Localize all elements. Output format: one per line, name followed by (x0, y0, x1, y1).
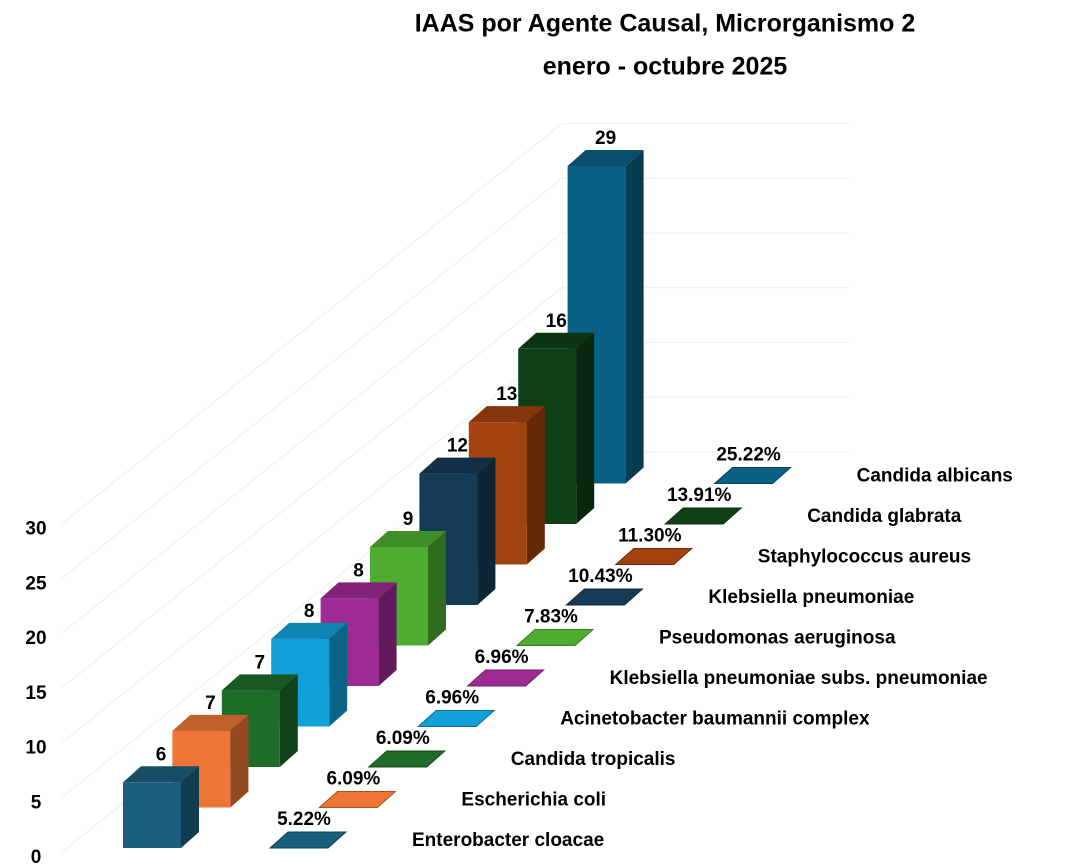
bar-top (518, 332, 595, 349)
share-label: 11.30% (618, 526, 681, 547)
bar (123, 782, 181, 848)
category-label: Klebsiella pneumoniae subs. pneumoniae (610, 668, 988, 689)
grid-line (61, 287, 850, 689)
share-tile (515, 629, 595, 646)
share-label: 6.09% (376, 728, 430, 749)
y-tick-label: 0 (31, 847, 42, 868)
share-tile (663, 507, 743, 525)
category-label: Klebsiella pneumoniae (708, 587, 914, 608)
category-label: Acinetobacter baumannii complex (560, 709, 870, 730)
share-label: 10.43% (568, 566, 633, 587)
share-tile (416, 710, 496, 727)
bar-top (370, 530, 446, 547)
share-tile (713, 467, 792, 484)
share-tile (318, 791, 397, 808)
share-label: 6.09% (326, 769, 380, 790)
grid-line (61, 232, 850, 634)
value-label: 7 (205, 693, 216, 714)
y-tick-label: 10 (25, 738, 46, 759)
share-label: 13.91% (667, 485, 732, 506)
value-label: 29 (595, 128, 616, 149)
value-label: 7 (255, 652, 266, 673)
bar-top (468, 406, 545, 423)
share-tile (367, 750, 447, 768)
bar-side (526, 406, 545, 565)
chart-title: IAAS por Agente Causal, Microrganismo 2 (415, 10, 916, 38)
value-label: 16 (546, 311, 567, 332)
y-tick-label: 30 (25, 519, 46, 540)
bar-side (329, 622, 348, 727)
bar-side (576, 332, 595, 524)
share-tile (565, 588, 644, 606)
bar-top (172, 714, 249, 731)
share-tile (466, 669, 545, 687)
category-label: Staphylococcus aureus (758, 547, 971, 568)
bar-side (428, 530, 446, 646)
share-tile (268, 831, 348, 849)
bar-side (378, 582, 397, 686)
share-label: 25.22% (716, 445, 781, 466)
bar-side (181, 766, 199, 848)
share-label: 6.96% (475, 647, 529, 668)
bar-top (567, 149, 644, 166)
category-label: Candida albicans (857, 466, 1013, 487)
bar-top (123, 766, 199, 783)
bar-top (320, 582, 397, 599)
y-tick-label: 25 (25, 573, 47, 594)
y-tick-label: 5 (31, 792, 42, 813)
share-label: 6.96% (425, 688, 479, 709)
bar-top (419, 457, 496, 474)
y-tick-label: 20 (25, 628, 46, 649)
category-label: Candida tropicalis (511, 749, 676, 770)
value-label: 8 (353, 560, 364, 581)
bar-side (230, 714, 249, 808)
bar-side (625, 149, 644, 484)
value-label: 9 (403, 509, 414, 530)
value-label: 12 (447, 436, 468, 457)
share-label: 5.22% (277, 809, 331, 830)
share-label: 7.83% (524, 607, 578, 628)
grid-line (61, 123, 850, 524)
bar-side (279, 674, 298, 767)
value-label: 6 (156, 744, 167, 765)
chart-subtitle: enero - octubre 2025 (543, 53, 788, 81)
value-label: 8 (304, 601, 315, 622)
category-label: Candida glabrata (807, 506, 962, 527)
y-tick-label: 15 (25, 683, 47, 704)
category-label: Pseudomonas aeruginosa (659, 628, 896, 649)
category-label: Enterobacter cloacae (412, 830, 604, 851)
grid-line (61, 177, 850, 579)
value-label: 13 (496, 384, 517, 405)
bar-side (477, 457, 496, 605)
bar-top (221, 674, 298, 691)
share-tile (614, 548, 694, 565)
category-label: Escherichia coli (461, 790, 606, 811)
bar-top (271, 622, 348, 639)
